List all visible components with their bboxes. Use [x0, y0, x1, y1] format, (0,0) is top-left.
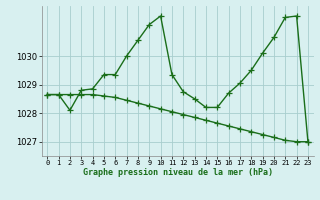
- X-axis label: Graphe pression niveau de la mer (hPa): Graphe pression niveau de la mer (hPa): [83, 168, 273, 177]
